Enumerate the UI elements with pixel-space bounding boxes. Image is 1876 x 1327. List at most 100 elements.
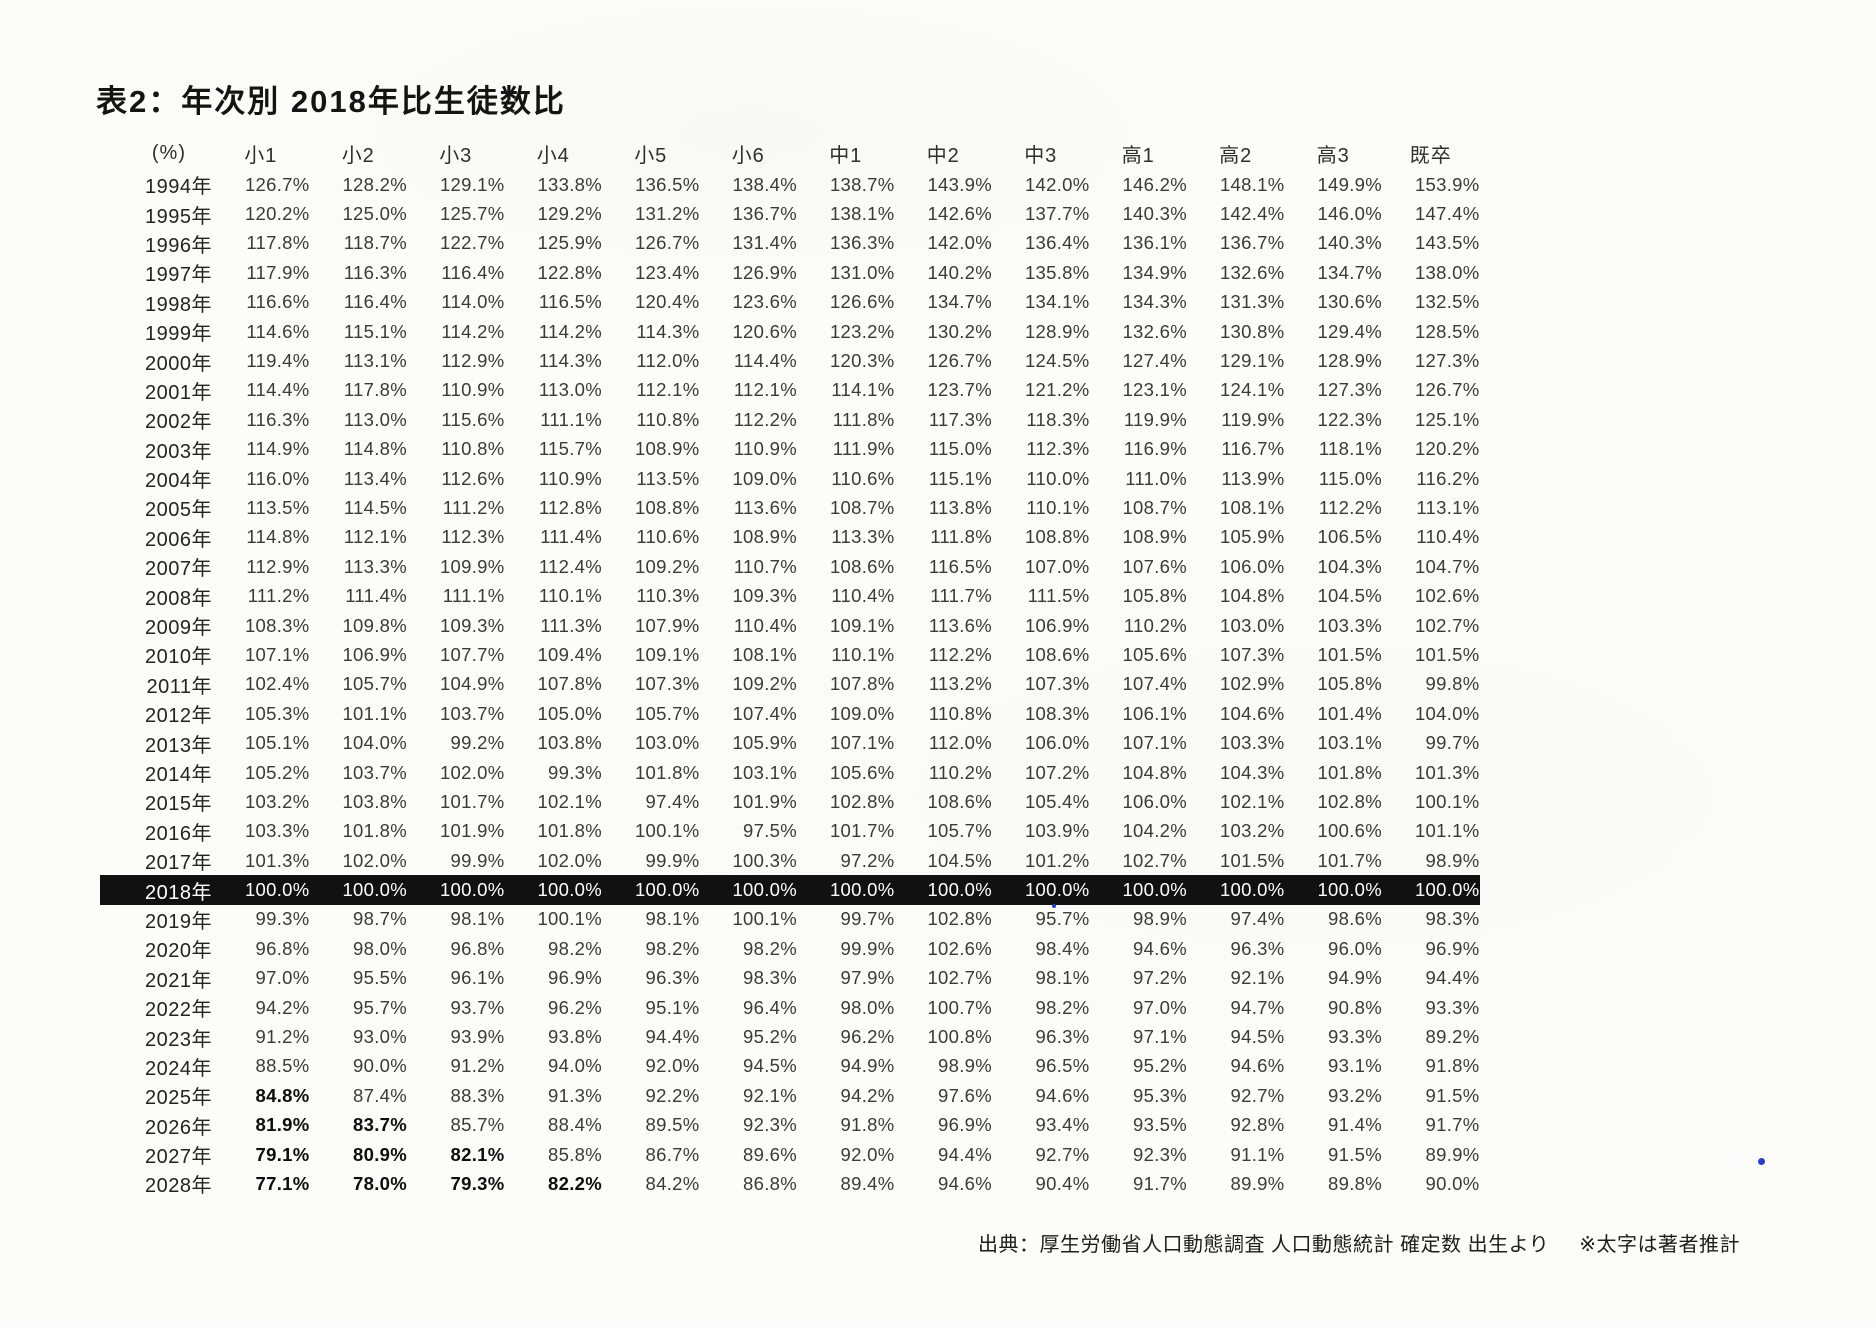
value-cell: 103.3% — [244, 820, 310, 842]
value-cell: 114.8% — [343, 438, 407, 460]
value-cell: 111.7% — [930, 585, 992, 607]
table-row: 2019年 99.3% 98.7% 98.1% 100.1% 98.1% 100.1% 99.… — [100, 905, 1480, 934]
value-cell: 113.1% — [343, 350, 407, 372]
value-cell: 118.3% — [1026, 408, 1090, 430]
value-cell: 100.0% — [1284, 875, 1382, 905]
value-cell: 90.0% — [353, 1055, 407, 1077]
value-cell: 122.8% — [537, 261, 602, 283]
value-cell: 102.8% — [1317, 790, 1382, 812]
value-cell: 128.2% — [342, 173, 407, 195]
value-cell: 90.4% — [1035, 1172, 1090, 1194]
value-cell: 129.1% — [439, 173, 505, 195]
value-cell: 88.3% — [450, 1084, 505, 1106]
value-cell: 96.2% — [840, 1026, 895, 1048]
value-cell: 112.0% — [928, 732, 992, 754]
table-row: 2003年 114.9% 114.8% 110.8% 115.7% 108.9% 110.9… — [100, 435, 1480, 464]
value-cell: 105.4% — [1024, 790, 1090, 812]
value-cell: 147.4% — [1414, 203, 1480, 225]
value-cell: 119.9% — [1123, 408, 1187, 430]
value-cell: 106.5% — [1317, 526, 1382, 548]
value-cell: 98.6% — [1328, 908, 1382, 930]
value-cell: 92.0% — [645, 1055, 700, 1077]
value-cell: 102.1% — [537, 790, 602, 812]
value-cell-estimated: 82.2% — [548, 1172, 602, 1194]
value-cell: 88.4% — [548, 1114, 602, 1136]
value-cell: 108.8% — [1024, 526, 1090, 548]
value-cell: 107.1% — [1122, 732, 1187, 754]
value-cell: 130.8% — [1219, 320, 1285, 342]
value-cell: 89.6% — [743, 1143, 797, 1165]
value-cell: 110.4% — [733, 614, 797, 636]
value-cell: 101.8% — [1317, 761, 1382, 783]
value-cell: 91.4% — [1328, 1114, 1382, 1136]
table-row: 2004年 116.0% 113.4% 112.6% 110.9% 113.5% 109.0… — [100, 464, 1480, 493]
value-cell: 100.0% — [309, 875, 407, 905]
value-cell: 85.7% — [450, 1114, 505, 1136]
value-cell: 89.8% — [1328, 1172, 1382, 1194]
value-cell: 132.6% — [1122, 320, 1187, 342]
year-cell: 1997年 — [145, 264, 212, 287]
value-cell: 113.5% — [636, 467, 700, 489]
value-cell: 108.3% — [1024, 702, 1090, 724]
table-row: 1996年 117.8% 118.7% 122.7% 125.9% 126.7% 131.4… — [100, 229, 1480, 258]
value-cell: 87.4% — [353, 1084, 407, 1106]
value-cell: 112.2% — [928, 643, 992, 665]
value-cell: 125.0% — [342, 203, 407, 225]
value-cell: 99.3% — [255, 908, 310, 930]
table-row: 2016年 103.3% 101.8% 101.9% 101.8% 100.1% 97.5%… — [100, 817, 1480, 846]
value-cell: 103.8% — [537, 732, 602, 754]
value-cell: 105.7% — [927, 820, 992, 842]
value-cell: 91.5% — [1328, 1143, 1382, 1165]
value-cell: 110.6% — [831, 467, 895, 489]
year-cell: 2001年 — [145, 381, 212, 404]
value-cell: 116.3% — [246, 408, 310, 430]
value-cell: 110.6% — [636, 526, 700, 548]
value-cell: 104.3% — [1317, 555, 1382, 577]
value-cell: 136.3% — [829, 232, 895, 254]
value-cell: 101.4% — [1317, 702, 1382, 724]
value-cell: 142.0% — [927, 232, 992, 254]
value-cell: 100.1% — [732, 908, 797, 930]
value-cell: 105.8% — [1317, 673, 1382, 695]
value-cell: 129.4% — [1317, 320, 1382, 342]
value-cell: 114.2% — [538, 320, 602, 342]
value-cell: 94.5% — [1230, 1026, 1285, 1048]
value-cell: 116.7% — [1221, 438, 1285, 460]
value-cell: 95.7% — [353, 996, 407, 1018]
value-cell: 98.9% — [938, 1055, 992, 1077]
value-cell: 113.0% — [538, 379, 602, 401]
value-cell: 114.9% — [246, 438, 310, 460]
value-cell: 97.9% — [840, 967, 895, 989]
value-cell: 114.2% — [441, 320, 505, 342]
value-cell: 112.1% — [636, 379, 700, 401]
source-text: 出典：厚生労働省人口動態調査 人口動態統計 確定数 出生より — [977, 1234, 1550, 1256]
value-cell: 92.1% — [1230, 967, 1285, 989]
table-row: 2026年 81.9% 83.7% 85.7% 88.4% 89.5% 92.3% 91.8%… — [100, 1111, 1480, 1140]
value-cell: 95.3% — [1133, 1084, 1187, 1106]
value-cell: 99.9% — [450, 849, 505, 871]
value-cell: 129.1% — [1219, 350, 1285, 372]
value-cell: 140.3% — [1122, 203, 1187, 225]
value-cell: 102.0% — [537, 849, 602, 871]
value-cell: 112.9% — [246, 555, 310, 577]
value-cell: 113.5% — [246, 496, 310, 518]
value-cell: 105.7% — [342, 673, 407, 695]
value-cell: 92.8% — [1230, 1114, 1285, 1136]
value-cell: 114.6% — [246, 320, 310, 342]
value-cell: 116.5% — [538, 291, 602, 313]
value-cell: 110.0% — [1026, 467, 1090, 489]
value-cell: 97.2% — [840, 849, 895, 871]
value-cell: 93.4% — [1035, 1114, 1090, 1136]
value-cell: 97.4% — [1230, 908, 1285, 930]
year-cell: 2012年 — [145, 705, 212, 728]
year-cell: 2008年 — [145, 587, 212, 610]
value-cell: 130.6% — [1317, 291, 1382, 313]
value-cell: 102.0% — [342, 849, 407, 871]
value-cell: 125.7% — [439, 203, 505, 225]
value-cell: 99.7% — [1425, 732, 1480, 754]
value-cell: 101.3% — [244, 849, 310, 871]
year-cell: 2022年 — [145, 999, 212, 1022]
value-cell: 100.1% — [537, 908, 602, 930]
value-cell: 89.5% — [645, 1114, 700, 1136]
table-row: 1994年 126.7% 128.2% 129.1% 133.8% 136.5% 138.4… — [100, 170, 1480, 199]
